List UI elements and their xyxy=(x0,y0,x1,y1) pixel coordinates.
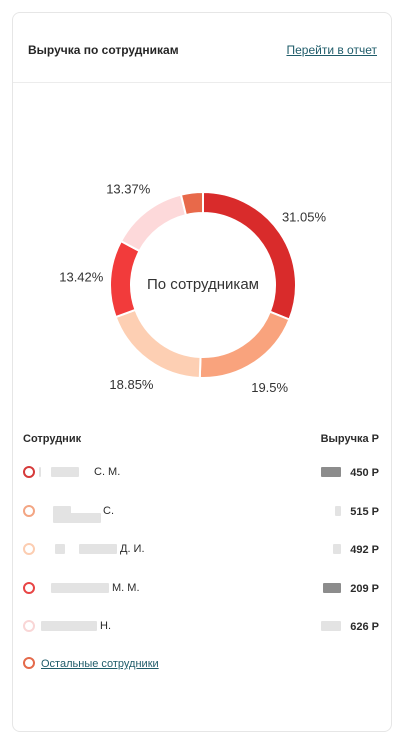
employee-color-marker xyxy=(23,543,35,555)
others-color-marker xyxy=(23,657,35,669)
employee-name: С. М. xyxy=(94,466,121,478)
blurred-name-part xyxy=(51,467,79,477)
blurred-revenue-part xyxy=(333,544,341,554)
employee-color-marker xyxy=(23,505,35,517)
table-row[interactable]: Н. 626 Р xyxy=(13,620,391,640)
blurred-revenue-part xyxy=(321,467,341,477)
donut-slice[interactable] xyxy=(119,193,188,253)
slice-percent-label: 18.85% xyxy=(109,377,154,392)
employee-revenue: 515 Р xyxy=(350,506,379,518)
others-row[interactable] xyxy=(13,657,391,677)
revenue-column-header: Выручка Р xyxy=(320,433,379,445)
slice-percent-label: 13.42% xyxy=(59,269,104,284)
other-employees-link[interactable]: Остальные сотрудники xyxy=(41,658,159,670)
employee-name: М. М. xyxy=(112,582,140,594)
employee-revenue: 209 Р xyxy=(350,583,379,595)
blurred-name-part xyxy=(39,467,41,477)
donut-slice[interactable] xyxy=(198,310,291,379)
slice-percent-label: 31.05% xyxy=(282,210,327,225)
donut-center-label: По сотрудникам xyxy=(147,276,259,293)
blurred-revenue-part xyxy=(335,506,341,516)
blurred-name-part xyxy=(53,506,71,516)
table-row[interactable]: С. М. 450 Р xyxy=(13,466,391,486)
employee-color-marker xyxy=(23,582,35,594)
slice-percent-label: 13.37% xyxy=(106,182,151,197)
employee-name: Д. И. xyxy=(120,543,145,555)
blurred-name-part xyxy=(41,621,97,631)
blurred-name-part xyxy=(79,544,117,554)
employee-name: С. xyxy=(103,505,114,517)
revenue-by-employee-card: Выручка по сотрудникам Перейти в отчет 3… xyxy=(12,12,392,732)
donut-slice[interactable] xyxy=(109,239,141,319)
donut-slice[interactable] xyxy=(114,308,202,379)
blurred-revenue-part xyxy=(323,583,341,593)
go-to-report-link[interactable]: Перейти в отчет xyxy=(286,43,377,57)
employee-column-header: Сотрудник xyxy=(23,433,82,445)
employee-color-marker xyxy=(23,620,35,632)
employee-revenue: 626 Р xyxy=(350,621,379,633)
donut-slice[interactable] xyxy=(179,190,204,217)
card-header: Выручка по сотрудникам Перейти в отчет xyxy=(13,13,391,83)
card-title: Выручка по сотрудникам xyxy=(28,43,179,57)
table-row[interactable]: М. М. 209 Р xyxy=(13,582,391,602)
employee-revenue: 492 Р xyxy=(350,544,379,556)
employee-revenue-donut-chart: 31.05% 19.5% 18.85% 13.42% 13.37% По сотрудн… xyxy=(59,182,327,396)
blurred-revenue-part xyxy=(321,621,341,631)
employee-color-marker xyxy=(23,466,35,478)
blurred-name-part xyxy=(55,544,65,554)
slice-percent-label: 19.5% xyxy=(251,380,288,395)
employee-name: Н. xyxy=(100,620,111,632)
employee-revenue: 450 Р xyxy=(350,467,379,479)
blurred-name-part xyxy=(51,583,109,593)
blurred-name-part xyxy=(53,513,101,523)
table-row[interactable]: Д. И. 492 Р xyxy=(13,543,391,563)
table-row[interactable]: С. 515 Р xyxy=(13,505,391,525)
